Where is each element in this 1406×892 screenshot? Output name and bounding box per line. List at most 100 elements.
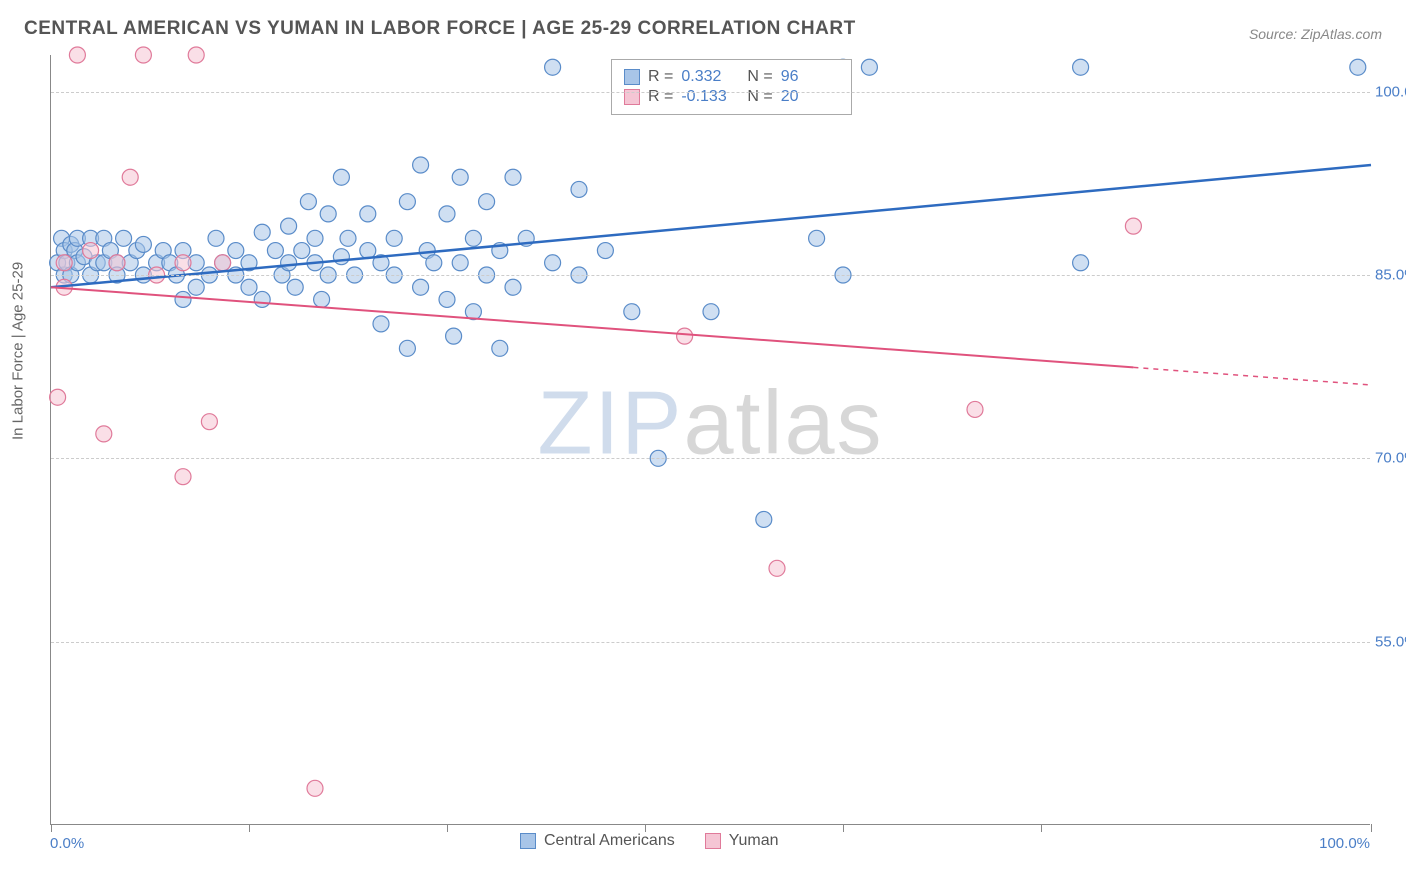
scatter-point — [756, 511, 772, 527]
x-tick — [1371, 824, 1372, 832]
scatter-point — [208, 230, 224, 246]
scatter-point — [967, 401, 983, 417]
legend-swatch-yuman — [705, 833, 721, 849]
scatter-point — [703, 304, 719, 320]
scatter-point — [360, 206, 376, 222]
scatter-point — [386, 230, 402, 246]
y-tick-label: 55.0% — [1375, 633, 1406, 650]
scatter-point — [109, 255, 125, 271]
scatter-point — [571, 181, 587, 197]
scatter-point — [175, 291, 191, 307]
legend-n-label: N = — [747, 68, 772, 86]
legend-row: R = 0.332 N = 96 — [624, 68, 839, 86]
y-tick-label: 100.0% — [1375, 83, 1406, 100]
scatter-point — [320, 206, 336, 222]
scatter-point — [1073, 255, 1089, 271]
scatter-point — [254, 291, 270, 307]
scatter-point — [69, 47, 85, 63]
scatter-point — [175, 255, 191, 271]
legend-swatch-central-americans — [520, 833, 536, 849]
legend-item: Yuman — [705, 832, 779, 850]
scatter-point — [505, 169, 521, 185]
scatter-point — [624, 304, 640, 320]
x-tick — [1041, 824, 1042, 832]
plot-svg — [51, 55, 1370, 824]
scatter-point — [597, 243, 613, 259]
x-axis-min-label: 0.0% — [50, 835, 84, 852]
scatter-point — [479, 194, 495, 210]
scatter-point — [1125, 218, 1141, 234]
correlation-legend: R = 0.332 N = 96 R = -0.133 N = 20 — [611, 59, 852, 115]
scatter-point — [333, 169, 349, 185]
legend-label: Central Americans — [544, 832, 675, 850]
scatter-point — [56, 255, 72, 271]
regression-line — [51, 287, 1133, 367]
x-tick — [645, 824, 646, 832]
scatter-point — [116, 230, 132, 246]
scatter-point — [439, 291, 455, 307]
scatter-point — [287, 279, 303, 295]
legend-r-label: R = — [648, 68, 673, 86]
regression-line — [51, 165, 1371, 287]
scatter-point — [545, 255, 561, 271]
series-legend: Central Americans Yuman — [520, 832, 779, 850]
scatter-point — [254, 224, 270, 240]
scatter-point — [83, 243, 99, 259]
scatter-point — [399, 340, 415, 356]
scatter-point — [373, 316, 389, 332]
scatter-point — [188, 47, 204, 63]
scatter-point — [1073, 59, 1089, 75]
scatter-point — [267, 243, 283, 259]
scatter-point — [333, 249, 349, 265]
scatter-point — [300, 194, 316, 210]
y-axis-label: In Labor Force | Age 25-29 — [10, 262, 27, 440]
scatter-point — [122, 169, 138, 185]
plot-area: ZIPatlas R = 0.332 N = 96 R = -0.133 N =… — [50, 55, 1370, 825]
legend-label: Yuman — [729, 832, 779, 850]
x-tick — [447, 824, 448, 832]
x-axis-max-label: 100.0% — [1319, 835, 1370, 852]
scatter-point — [452, 255, 468, 271]
scatter-point — [492, 340, 508, 356]
scatter-point — [294, 243, 310, 259]
scatter-point — [446, 328, 462, 344]
scatter-point — [439, 206, 455, 222]
y-tick-label: 85.0% — [1375, 267, 1406, 284]
scatter-point — [281, 255, 297, 271]
scatter-point — [426, 255, 442, 271]
scatter-point — [50, 389, 66, 405]
gridline — [51, 642, 1370, 643]
scatter-point — [241, 279, 257, 295]
scatter-point — [545, 59, 561, 75]
gridline — [51, 92, 1370, 93]
scatter-point — [769, 560, 785, 576]
scatter-point — [307, 230, 323, 246]
x-tick — [249, 824, 250, 832]
gridline — [51, 458, 1370, 459]
scatter-point — [175, 469, 191, 485]
scatter-point — [677, 328, 693, 344]
scatter-point — [135, 236, 151, 252]
scatter-point — [215, 255, 231, 271]
scatter-point — [96, 426, 112, 442]
scatter-point — [413, 279, 429, 295]
scatter-point — [452, 169, 468, 185]
scatter-point — [281, 218, 297, 234]
y-tick-label: 70.0% — [1375, 450, 1406, 467]
scatter-point — [809, 230, 825, 246]
scatter-point — [340, 230, 356, 246]
scatter-point — [413, 157, 429, 173]
legend-r-value: 0.332 — [681, 68, 739, 86]
scatter-point — [135, 47, 151, 63]
scatter-point — [1350, 59, 1366, 75]
x-tick — [843, 824, 844, 832]
legend-n-value: 96 — [781, 68, 839, 86]
scatter-point — [201, 414, 217, 430]
x-tick — [51, 824, 52, 832]
chart-title: CENTRAL AMERICAN VS YUMAN IN LABOR FORCE… — [24, 18, 856, 40]
scatter-point — [228, 243, 244, 259]
gridline — [51, 275, 1370, 276]
scatter-point — [505, 279, 521, 295]
scatter-point — [399, 194, 415, 210]
scatter-point — [307, 780, 323, 796]
